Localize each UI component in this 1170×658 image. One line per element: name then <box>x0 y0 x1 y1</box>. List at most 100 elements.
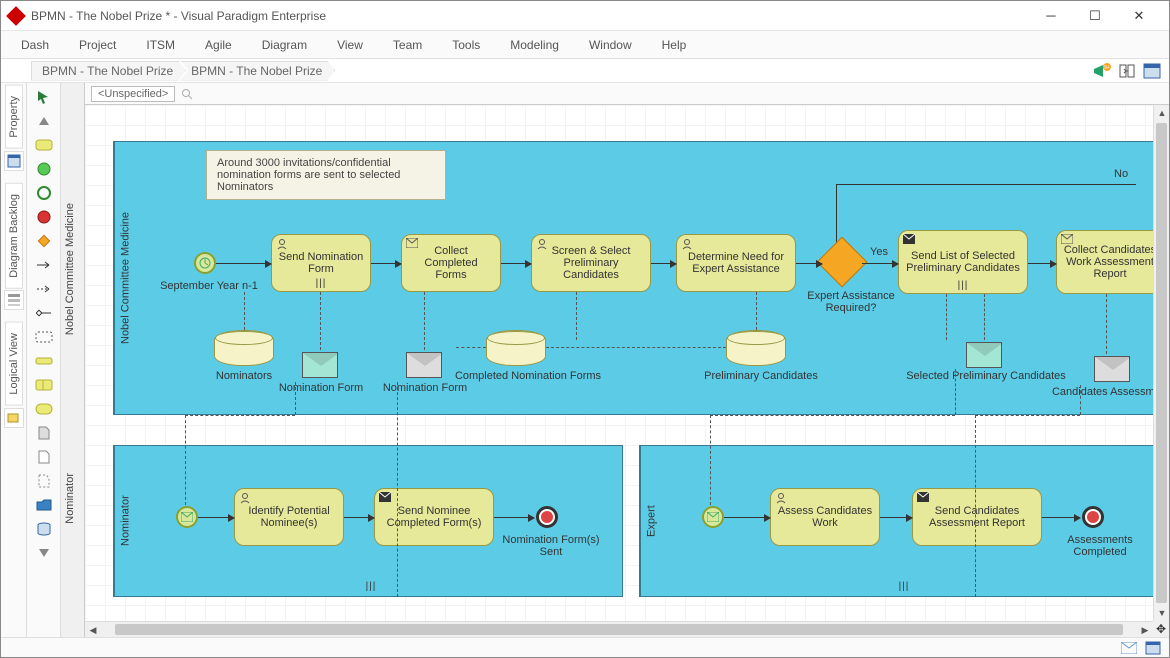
task-collect-forms[interactable]: Collect Completed Forms <box>401 234 501 292</box>
title-bar: BPMN - The Nobel Prize * - Visual Paradi… <box>1 1 1169 31</box>
annotation-1[interactable]: Around 3000 invitations/confidential nom… <box>206 150 446 200</box>
msg-flow-3v <box>955 369 956 415</box>
task-identify[interactable]: Identify Potential Nominee(s) <box>234 488 344 546</box>
start-event[interactable] <box>194 252 216 274</box>
palette-yellow-bar-icon[interactable] <box>33 351 55 371</box>
start-event-msg-nominator[interactable] <box>176 506 198 528</box>
palette-dotted-page-icon[interactable] <box>33 471 55 491</box>
menu-window[interactable]: Window <box>575 34 646 56</box>
task-collect-reports[interactable]: Collect Candidates Work Assessment Repor… <box>1056 230 1153 294</box>
diagram-canvas[interactable]: Nobel Committee Medicine No Around 3000 … <box>85 105 1153 621</box>
pool-nominator[interactable]: Nominator Identify Potential Nominee(s) … <box>113 445 623 597</box>
palette-yellow-rounded-icon[interactable] <box>33 399 55 419</box>
palette-cursor[interactable] <box>33 87 55 107</box>
scroll-left-icon[interactable]: ◀ <box>85 622 101 637</box>
menu-diagram[interactable]: Diagram <box>248 34 321 56</box>
side-tab-backlog-icon[interactable] <box>4 290 24 310</box>
pool-expert[interactable]: Expert Assess Candidates Work Send Candi… <box>639 445 1153 597</box>
palette-green-circle-icon[interactable] <box>33 159 55 179</box>
mail-icon[interactable] <box>1121 642 1137 654</box>
seq-flow-2 <box>371 263 401 264</box>
assoc-1 <box>244 292 245 330</box>
task-send-form[interactable]: Send Nomination Form ||| <box>271 234 371 292</box>
palette-white-page-icon[interactable] <box>33 447 55 467</box>
close-button[interactable]: ✕ <box>1117 2 1161 30</box>
vertical-scrollbar[interactable]: ▲ ▼ <box>1153 105 1169 621</box>
msg-selected-prelim[interactable] <box>966 342 1002 368</box>
palette-orange-diamond-icon[interactable] <box>33 231 55 251</box>
minimize-button[interactable]: ─ <box>1029 2 1073 30</box>
palette-folder-blue-icon[interactable] <box>33 495 55 515</box>
menu-itsm[interactable]: ITSM <box>132 34 189 56</box>
task-determine-need[interactable]: Determine Need for Expert Assistance <box>676 234 796 292</box>
start-event-msg-expert[interactable] <box>702 506 724 528</box>
palette-red-circle-icon[interactable] <box>33 207 55 227</box>
switch-icon[interactable] <box>1119 63 1137 79</box>
end-event-expert[interactable] <box>1082 506 1104 528</box>
side-tab-logical-icon[interactable] <box>4 408 24 428</box>
pan-handle-icon[interactable]: ✥ <box>1153 621 1169 637</box>
side-tab-property-icon[interactable] <box>4 151 24 171</box>
task-send-report[interactable]: Send Candidates Assessment Report <box>912 488 1042 546</box>
side-tab-logical[interactable]: Logical View <box>5 322 23 406</box>
window-small-icon[interactable] <box>1145 641 1161 655</box>
multi-instance-icon: ||| <box>316 278 327 289</box>
menu-project[interactable]: Project <box>65 34 130 56</box>
menu-agile[interactable]: Agile <box>191 34 246 56</box>
seq-flow-e2 <box>880 517 912 518</box>
palette-arrow-icon[interactable] <box>33 255 55 275</box>
palette-diamond-line-icon[interactable] <box>33 303 55 323</box>
end-event-nominator[interactable] <box>536 506 558 528</box>
menu-tools[interactable]: Tools <box>438 34 494 56</box>
menu-dash[interactable]: Dash <box>7 34 63 56</box>
task-send-nominee[interactable]: Send Nominee Completed Form(s) <box>374 488 494 546</box>
scroll-down-icon[interactable]: ▼ <box>1154 605 1169 621</box>
gateway-expert-assist[interactable] <box>817 237 868 288</box>
panel-icon[interactable] <box>1143 63 1161 79</box>
menu-view[interactable]: View <box>323 34 377 56</box>
palette-up-triangle-icon[interactable] <box>33 111 55 131</box>
palette-down-triangle-icon[interactable] <box>33 543 55 563</box>
menu-modeling[interactable]: Modeling <box>496 34 573 56</box>
assoc-3b <box>456 347 486 348</box>
scroll-up-icon[interactable]: ▲ <box>1154 105 1169 121</box>
flow-no-top <box>836 184 1136 185</box>
palette-db-icon[interactable] <box>33 519 55 539</box>
vscroll-thumb[interactable] <box>1156 123 1167 603</box>
task-screen-select[interactable]: Screen & Select Preliminary Candidates <box>531 234 651 292</box>
task-collect-reports-label: Collect Candidates Work Assessment Repor… <box>1063 244 1153 280</box>
msg-nomination-form-1[interactable] <box>302 352 338 378</box>
msg-cand-assess[interactable] <box>1094 356 1130 382</box>
msg-nomination-form-2[interactable] <box>406 352 442 378</box>
palette-yellow-rect-icon[interactable] <box>33 135 55 155</box>
horizontal-scrollbar[interactable]: ◀ ▶ <box>85 621 1153 637</box>
palette-yellow-two-icon[interactable] <box>33 375 55 395</box>
breadcrumb-item-2[interactable]: BPMN - The Nobel Prize <box>180 61 335 81</box>
seq-flow-1 <box>216 263 271 264</box>
menu-help[interactable]: Help <box>648 34 701 56</box>
side-tab-property[interactable]: Property <box>5 85 23 149</box>
datastore-completed-forms[interactable] <box>486 330 546 366</box>
palette-gray-page-icon[interactable] <box>33 423 55 443</box>
msg-flow-4 <box>975 415 976 597</box>
announce-icon[interactable]: 9+ <box>1093 63 1113 79</box>
breadcrumb-item-1[interactable]: BPMN - The Nobel Prize <box>31 61 186 81</box>
task-send-list[interactable]: Send List of Selected Preliminary Candid… <box>898 230 1028 294</box>
palette-dotted-rect-icon[interactable] <box>33 327 55 347</box>
scroll-right-icon[interactable]: ▶ <box>1137 622 1153 637</box>
pool-committee[interactable]: Nobel Committee Medicine No Around 3000 … <box>113 141 1153 415</box>
palette-dash-arrow-icon[interactable] <box>33 279 55 299</box>
unspecified-chip[interactable]: <Unspecified> <box>91 86 175 102</box>
task-assess[interactable]: Assess Candidates Work <box>770 488 880 546</box>
hscroll-thumb[interactable] <box>115 624 1123 635</box>
task-assess-label: Assess Candidates Work <box>777 505 873 529</box>
search-small-icon[interactable] <box>181 88 193 100</box>
multi-instance-pool3-icon: ||| <box>899 581 910 592</box>
side-tab-backlog[interactable]: Diagram Backlog <box>5 183 23 289</box>
maximize-button[interactable]: ☐ <box>1073 2 1117 30</box>
menu-team[interactable]: Team <box>379 34 436 56</box>
datastore-prelim[interactable] <box>726 330 786 366</box>
msg-flow-3 <box>710 415 711 505</box>
palette-green-ring-icon[interactable] <box>33 183 55 203</box>
datastore-nominators[interactable] <box>214 330 274 366</box>
